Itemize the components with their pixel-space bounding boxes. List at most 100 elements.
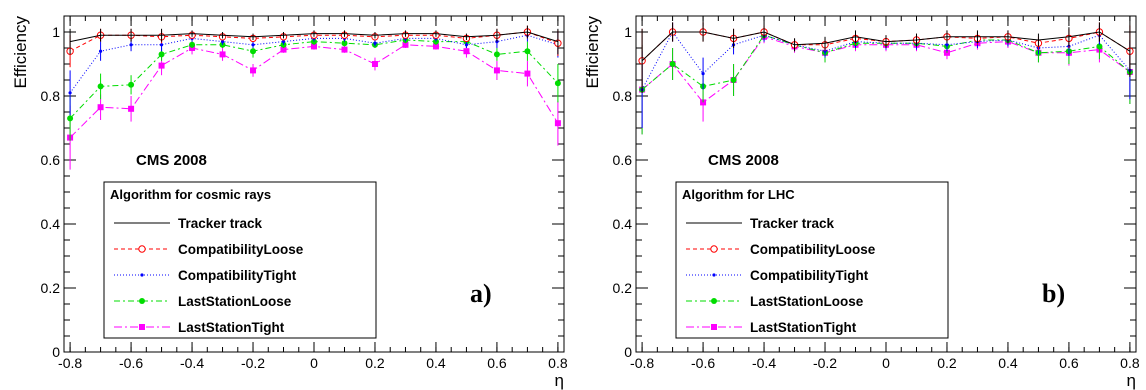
legend: Algorithm for cosmic rays Tracker track Co…	[103, 181, 377, 339]
y-axis-title: Efficiency	[583, 16, 602, 89]
legend-marker	[710, 245, 718, 253]
legend-marker	[140, 273, 144, 277]
experiment-label: CMS 2008	[708, 152, 779, 169]
y-tick-label: 0	[624, 344, 632, 360]
x-tick-label: -0.6	[691, 355, 715, 371]
data-point	[701, 72, 705, 76]
data-point	[730, 77, 737, 83]
data-point	[341, 40, 348, 47]
y-axis-title: Efficiency	[11, 16, 30, 89]
y-tick-label: 0.8	[613, 88, 633, 104]
legend-entry: CompatibilityLoose	[750, 242, 876, 257]
data-point	[250, 67, 257, 74]
x-tick-label: -0.8	[630, 355, 654, 371]
legend-title: Algorithm for LHC	[682, 187, 795, 202]
data-point	[128, 105, 135, 112]
y-tick-label: 0.4	[613, 216, 633, 232]
series-line	[641, 34, 1131, 90]
legend-entry: CompatibilityTight	[178, 268, 297, 283]
data-point	[158, 51, 165, 58]
x-tick-label: 0	[310, 355, 318, 371]
legend-marker	[712, 273, 716, 277]
data-point	[341, 46, 348, 53]
data-point	[281, 40, 286, 44]
data-point	[98, 49, 103, 53]
legend-box	[103, 181, 377, 339]
x-tick-label: 0.8	[1120, 355, 1140, 371]
x-tick-label: 0.4	[426, 355, 446, 371]
panel-tag: b)	[1042, 279, 1065, 308]
y-tick-label: 0.2	[613, 280, 633, 296]
data-point	[823, 49, 827, 53]
data-point	[669, 61, 676, 67]
legend-entry: LastStationTight	[750, 320, 857, 335]
experiment-label: CMS 2008	[136, 152, 207, 169]
data-point	[1096, 43, 1103, 50]
x-tick-label: -0.2	[241, 355, 265, 371]
data-point	[67, 115, 74, 122]
data-point	[554, 80, 561, 87]
data-point	[524, 48, 531, 55]
legend-entry: Tracker track	[750, 216, 835, 231]
y-tick-label: 0.2	[41, 280, 61, 296]
data-point	[251, 43, 255, 47]
y-tick-label: 0.4	[41, 216, 61, 232]
series-Tracker track	[69, 25, 559, 55]
series-line	[69, 39, 559, 119]
data-point	[97, 104, 104, 111]
x-tick-label: -0.4	[752, 355, 776, 371]
legend-marker	[138, 245, 146, 253]
data-point	[493, 51, 500, 58]
data-point	[402, 41, 409, 48]
x-tick-label: 0.2	[365, 355, 385, 371]
x-tick-label: -0.6	[119, 355, 143, 371]
legend-entry: Tracker track	[178, 216, 263, 231]
series-line	[641, 31, 1131, 62]
series-Tracker track	[641, 22, 1131, 93]
legend-marker	[139, 324, 145, 330]
data-point	[945, 43, 949, 47]
data-point	[463, 48, 470, 55]
data-point	[554, 120, 561, 127]
legend-entry: CompatibilityLoose	[178, 242, 304, 257]
data-point	[250, 48, 257, 55]
x-axis-title: η	[1127, 371, 1136, 390]
data-point	[524, 70, 531, 77]
series-LastStationLoose	[67, 35, 561, 141]
data-point	[432, 43, 439, 50]
data-point	[280, 46, 287, 53]
panel-tag: a)	[470, 279, 492, 308]
data-point	[129, 43, 133, 47]
y-tick-label: 0.8	[41, 88, 61, 104]
x-tick-label: -0.4	[180, 355, 204, 371]
series-LastStationTight	[67, 41, 561, 170]
x-axis-title: η	[555, 371, 564, 390]
x-tick-label: 0	[882, 355, 890, 371]
data-point	[493, 67, 500, 74]
legend-entry: LastStationLoose	[750, 294, 864, 309]
x-tick-label: 0.4	[998, 355, 1018, 371]
x-tick-label: -0.8	[58, 355, 82, 371]
legend-marker	[139, 298, 145, 304]
x-tick-label: 0.2	[937, 355, 957, 371]
data-point	[158, 62, 165, 69]
chart-panel-1: 0 0.2 0.4 0.6 0.8 1 -0.8 -0.6 -0.4 -0.2 0 0.2 0.4 0.6…	[11, 15, 568, 390]
legend-title: Algorithm for cosmic rays	[110, 187, 271, 202]
y-tick-label: 1	[624, 24, 632, 40]
series-line	[69, 44, 559, 138]
legend-box	[675, 181, 949, 339]
series-line	[641, 31, 1131, 90]
x-tick-label: 0.6	[487, 355, 507, 371]
data-point	[371, 61, 378, 67]
chart-panel-2: 0 0.2 0.4 0.6 0.8 1 -0.8 -0.6 -0.4 -0.2 0 0.2 0.4 0.6…	[583, 15, 1140, 390]
legend-marker	[711, 324, 717, 330]
data-point	[159, 43, 164, 47]
data-point	[220, 40, 225, 44]
data-point	[97, 83, 104, 90]
data-point	[464, 43, 469, 47]
data-point	[68, 91, 72, 95]
legend-entry: LastStationTight	[178, 320, 285, 335]
y-tick-label: 0.6	[613, 152, 633, 168]
data-point	[219, 51, 226, 58]
